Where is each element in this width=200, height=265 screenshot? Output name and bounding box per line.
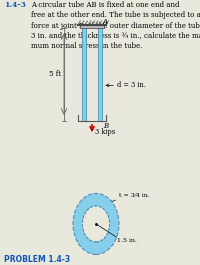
Text: 1.5 in.: 1.5 in. xyxy=(117,238,137,243)
Text: A: A xyxy=(103,18,108,26)
Bar xyxy=(82,28,86,121)
Text: 3 kips: 3 kips xyxy=(95,129,115,136)
Bar xyxy=(86,28,98,121)
Bar xyxy=(98,28,102,121)
Text: d = 3 in.: d = 3 in. xyxy=(117,81,146,89)
Text: B: B xyxy=(103,122,108,130)
Bar xyxy=(80,25,104,28)
Circle shape xyxy=(82,206,110,242)
Text: t = 3⁄4 in.: t = 3⁄4 in. xyxy=(119,193,150,198)
Text: 5 ft: 5 ft xyxy=(49,70,61,78)
Text: A circular tube AB is fixed at one end and
free at the other end. The tube is su: A circular tube AB is fixed at one end a… xyxy=(31,1,200,50)
Text: PROBLEM 1.4-3: PROBLEM 1.4-3 xyxy=(4,255,70,264)
Polygon shape xyxy=(73,193,119,254)
Text: 1.4-3: 1.4-3 xyxy=(4,1,26,9)
